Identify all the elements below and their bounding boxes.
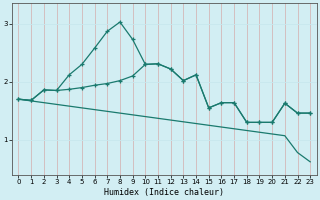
X-axis label: Humidex (Indice chaleur): Humidex (Indice chaleur)	[104, 188, 224, 197]
